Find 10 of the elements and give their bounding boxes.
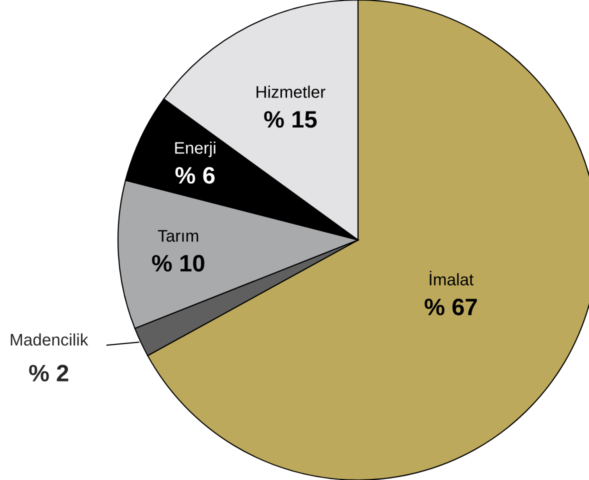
data-label: % 67 — [424, 298, 477, 316]
data-label: % 15 — [264, 111, 317, 128]
data-label: % 6 — [175, 166, 215, 184]
data-label: % 2 — [29, 364, 68, 382]
slice-label: Hizmetler — [256, 86, 326, 98]
slice-label: Tarım — [158, 230, 198, 242]
slice-label: Madencilik — [10, 333, 88, 346]
slice-label: İmalat — [430, 270, 474, 286]
slice-label: Enerji — [175, 142, 216, 158]
data-label: % 10 — [152, 254, 204, 272]
